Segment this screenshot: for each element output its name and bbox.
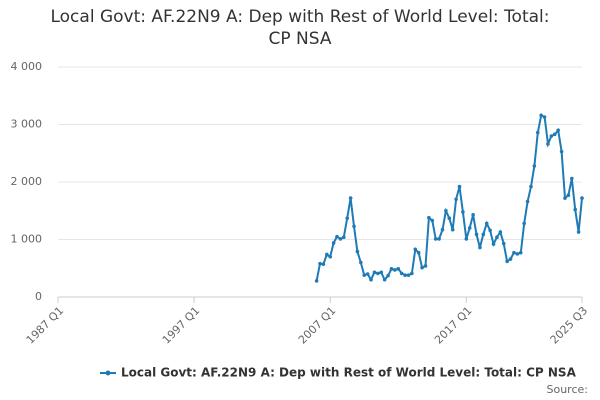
- data-point: [549, 134, 554, 138]
- data-point: [403, 273, 407, 277]
- chart-title: Local Govt: AF.22N9 A: Dep with Rest of …: [50, 7, 550, 49]
- data-point: [369, 277, 373, 282]
- data-point: [512, 250, 516, 255]
- x-tick-label: 1987 Q1: [24, 304, 67, 347]
- data-point: [454, 197, 458, 202]
- data-point: [535, 130, 540, 135]
- data-point: [314, 279, 319, 283]
- data-point: [542, 115, 547, 119]
- data-point: [342, 235, 346, 239]
- data-point: [359, 260, 363, 265]
- data-point: [423, 264, 428, 268]
- data-point: [331, 241, 336, 245]
- data-point: [515, 252, 520, 256]
- data-point: [325, 252, 329, 257]
- data-point: [498, 230, 503, 234]
- data-point: [484, 221, 489, 226]
- data-point: [508, 257, 513, 261]
- data-point: [318, 261, 322, 266]
- data-point: [427, 215, 431, 220]
- data-point: [474, 232, 479, 237]
- data-point: [552, 132, 557, 137]
- y-tick-label: 1 000: [11, 233, 43, 246]
- data-point: [440, 227, 445, 232]
- y-tick-label: 4 000: [11, 60, 43, 73]
- data-point: [433, 237, 438, 241]
- data-point: [450, 227, 455, 232]
- data-point: [406, 273, 411, 277]
- data-point: [481, 232, 486, 237]
- legend-marker: [105, 370, 111, 376]
- legend-label: Local Govt: AF.22N9 A: Dep with Rest of …: [121, 366, 577, 380]
- data-point: [372, 270, 377, 275]
- data-point: [569, 176, 574, 181]
- data-point: [576, 230, 581, 234]
- data-point: [338, 237, 343, 241]
- data-point: [559, 149, 564, 154]
- x-tick-label: 2007 Q1: [296, 304, 339, 347]
- data-point: [430, 218, 435, 223]
- data-point: [399, 271, 404, 276]
- data-point: [546, 142, 550, 146]
- data-point: [362, 273, 367, 277]
- data-point: [410, 271, 414, 276]
- data-point: [573, 207, 577, 212]
- data-point: [467, 226, 472, 230]
- data-point: [355, 249, 360, 254]
- data-point: [345, 216, 350, 221]
- data-point: [413, 247, 418, 252]
- data-point: [335, 234, 339, 239]
- data-point: [580, 196, 584, 200]
- series-line: [315, 113, 583, 282]
- data-point: [471, 212, 475, 217]
- data-point: [420, 265, 424, 270]
- x-tick-label: 2025 Q3: [548, 304, 591, 347]
- data-point: [563, 196, 567, 200]
- y-tick-label: 3 000: [11, 118, 43, 131]
- data-point: [396, 267, 401, 271]
- data-point: [501, 241, 506, 246]
- data-point: [505, 259, 509, 264]
- data-point: [416, 250, 421, 255]
- data-point: [491, 242, 496, 246]
- data-point: [321, 262, 326, 267]
- data-point: [376, 271, 380, 276]
- data-point: [382, 277, 387, 282]
- data-point: [386, 273, 390, 278]
- y-tick-label: 2 000: [11, 175, 43, 188]
- data-point: [393, 268, 397, 272]
- x-tick-label: 1997 Q1: [160, 304, 203, 347]
- data-point: [478, 245, 482, 250]
- data-point: [518, 250, 523, 255]
- data-point: [352, 224, 356, 229]
- data-point: [379, 270, 384, 275]
- data-point: [444, 208, 448, 213]
- data-point: [464, 237, 469, 241]
- source: Source:: [547, 383, 589, 396]
- x-tick-label: 2017 Q1: [432, 304, 475, 347]
- data-point: [389, 267, 394, 271]
- data-point: [532, 164, 537, 168]
- data-point: [495, 235, 499, 239]
- y-tick-label: 0: [35, 290, 42, 303]
- data-point: [365, 272, 370, 276]
- data-point: [348, 196, 353, 200]
- data-point: [447, 216, 452, 221]
- data-point: [522, 221, 526, 226]
- data-point: [539, 113, 543, 118]
- data-point: [457, 184, 462, 189]
- data-point: [328, 254, 333, 259]
- data-point: [525, 199, 530, 204]
- data-point: [566, 193, 571, 198]
- data-point: [461, 210, 465, 214]
- data-point: [529, 184, 533, 189]
- data-point: [556, 128, 560, 133]
- data-point: [488, 228, 492, 233]
- data-point: [437, 237, 441, 241]
